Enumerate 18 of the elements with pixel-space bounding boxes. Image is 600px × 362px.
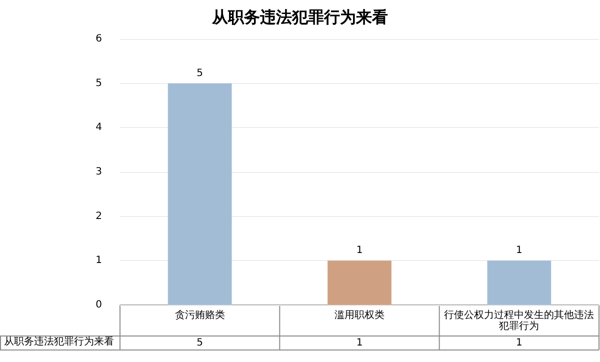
text: 1 (516, 338, 522, 348)
data-label: 5 (196, 68, 204, 79)
y-tick-label: 2 (96, 210, 102, 222)
y-tick-label: 1 (96, 255, 102, 266)
x-tick-label: 贪污贿赂类 (174, 309, 225, 321)
text: 5 (196, 338, 204, 348)
text: 1 (356, 338, 363, 348)
y-tick-label: 6 (96, 34, 102, 44)
y-tick-label: 3 (96, 166, 102, 178)
y-tick-label: 5 (96, 78, 102, 89)
y-tick-label: 4 (96, 122, 102, 134)
x-tick-label: 行使公权力过程中发生的其他违法犯罪行为 (444, 309, 594, 332)
text: 从职务违法犯罪行为来看 (4, 336, 114, 348)
data-label: 1 (356, 245, 363, 256)
chart-title: 从职务违法犯罪行为来看 (211, 8, 388, 26)
data-label: 1 (516, 245, 522, 256)
y-tick-label: 0 (96, 300, 102, 310)
x-tick-label: 滥用职权类 (334, 309, 384, 321)
